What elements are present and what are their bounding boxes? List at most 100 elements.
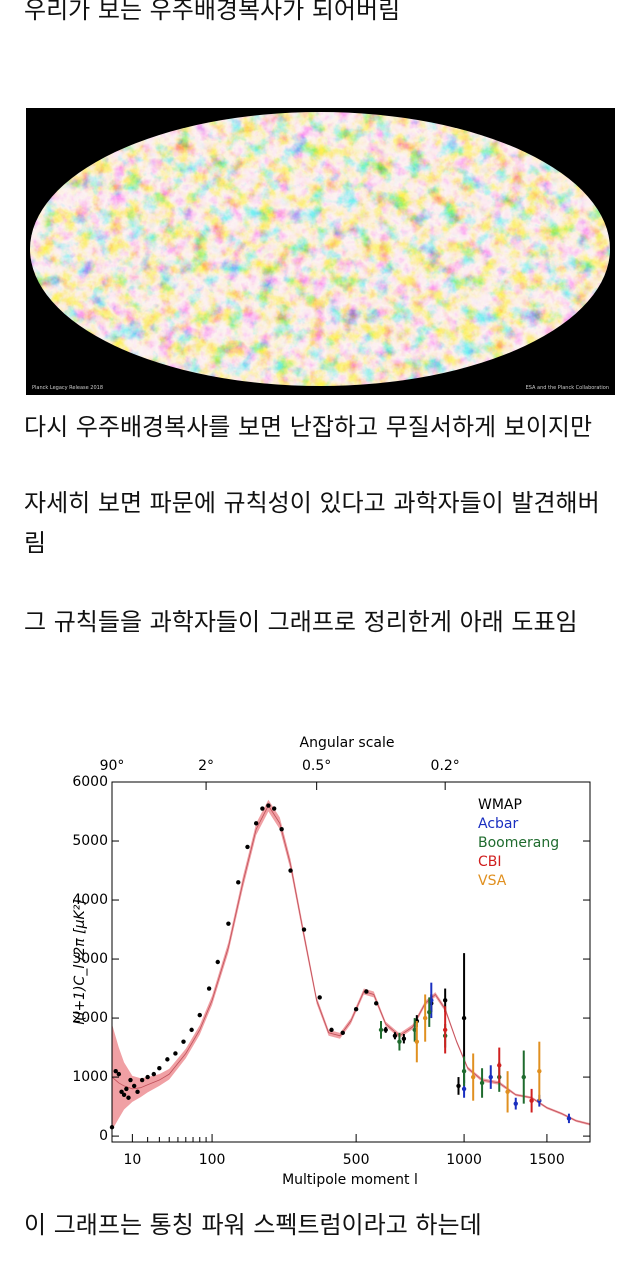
point — [253, 821, 259, 826]
paragraph: 그 규칙들을 과학자들이 그래프로 정리한게 아래 도표임 — [24, 608, 578, 636]
point — [119, 1089, 124, 1095]
point — [353, 1007, 359, 1012]
point — [329, 1027, 334, 1033]
paragraph: 우리가 보는 우주배경복사가 되어버림 — [24, 0, 401, 24]
point — [488, 1074, 493, 1080]
paragraph: 자세히 보면 파문에 규칙성이 있다고 과학자들이 발견해버림 — [24, 489, 600, 557]
point — [456, 1083, 461, 1089]
point — [461, 1015, 467, 1021]
point — [279, 827, 284, 832]
point — [479, 1080, 485, 1086]
top-axis-label: Angular scale — [300, 735, 395, 751]
y-tick-label: 6000 — [72, 774, 108, 790]
point — [537, 1068, 542, 1074]
point — [374, 1001, 379, 1006]
point — [131, 1083, 137, 1089]
y-tick-label: 0 — [99, 1128, 108, 1144]
point — [266, 803, 271, 808]
model-line — [111, 804, 591, 1125]
point — [236, 880, 241, 885]
point — [364, 989, 369, 994]
point — [414, 1039, 420, 1044]
top-tick-label: 90° — [100, 758, 125, 774]
caption: ESA and the Planck Collaboration — [526, 385, 609, 391]
point — [271, 806, 277, 811]
legend-entry: Boomerang — [478, 835, 559, 851]
point — [135, 1089, 140, 1095]
point — [317, 995, 322, 1000]
point — [497, 1063, 502, 1068]
y-tick-label: 4000 — [72, 892, 108, 908]
point — [157, 1066, 162, 1071]
point — [505, 1089, 510, 1095]
point — [529, 1098, 534, 1103]
point — [392, 1033, 398, 1038]
cmb-image: Planck Legacy Release 2018 ESA and the P… — [26, 108, 615, 395]
point — [442, 1027, 448, 1033]
legend-entry: WMAP — [478, 797, 522, 813]
point — [412, 1027, 417, 1033]
point — [288, 868, 293, 873]
x-tick-label: 10 — [123, 1152, 141, 1168]
point — [145, 1074, 150, 1080]
top-tick-label: 0.2° — [431, 758, 460, 774]
point — [181, 1039, 186, 1044]
y-tick-label: 2000 — [72, 1010, 108, 1026]
point — [521, 1074, 526, 1080]
x-tick-label: 1000 — [446, 1152, 482, 1168]
point — [197, 1012, 202, 1018]
point — [116, 1071, 122, 1077]
point — [189, 1027, 194, 1033]
legend-entry: VSA — [478, 873, 507, 889]
point — [301, 927, 307, 932]
sky-map — [30, 112, 610, 386]
x-tick-label: 1500 — [529, 1152, 565, 1168]
point — [139, 1077, 145, 1083]
point — [173, 1051, 178, 1056]
point — [226, 921, 231, 926]
point — [383, 1027, 388, 1033]
point — [427, 1009, 432, 1015]
point — [414, 1018, 420, 1024]
y-axis-label: l(l+1)C_l /2π [μK²] — [72, 899, 88, 1025]
point — [422, 1015, 428, 1021]
chart: Angular scale Multipole moment l l(l+1)C… — [72, 735, 591, 1188]
legend-entry: CBI — [478, 854, 502, 870]
point — [566, 1116, 572, 1121]
y-tick-label: 3000 — [72, 951, 108, 967]
y-tick-label: 5000 — [72, 833, 108, 849]
point — [470, 1074, 476, 1080]
point — [397, 1039, 402, 1044]
point — [206, 986, 212, 991]
point — [378, 1027, 384, 1033]
point — [109, 1125, 115, 1130]
point — [126, 1095, 131, 1100]
point — [260, 806, 265, 811]
point — [165, 1057, 170, 1062]
point — [245, 844, 250, 850]
point — [151, 1071, 156, 1077]
legend-entry: Acbar — [478, 816, 518, 832]
point — [124, 1086, 129, 1092]
point — [401, 1036, 407, 1041]
point — [513, 1101, 518, 1106]
top-tick-label: 0.5° — [302, 758, 331, 774]
paragraph: 이 그래프는 통칭 파워 스펙트럼이라고 하는데 — [24, 1211, 482, 1239]
x-tick-label: 500 — [343, 1152, 370, 1168]
y-tick-label: 1000 — [72, 1069, 108, 1085]
caption: Planck Legacy Release 2018 — [32, 385, 103, 391]
point — [461, 1068, 467, 1074]
point — [215, 959, 220, 965]
plot-frame — [111, 781, 591, 1143]
x-tick-label: 100 — [199, 1152, 226, 1168]
point — [113, 1068, 118, 1074]
top-tick-label: 2° — [198, 758, 214, 774]
point — [461, 1086, 467, 1092]
point — [128, 1077, 133, 1083]
point — [442, 998, 448, 1003]
x-axis-label: Multipole moment l — [282, 1172, 418, 1188]
point — [121, 1092, 127, 1097]
point — [340, 1030, 345, 1036]
paragraph: 다시 우주배경복사를 보면 난잡하고 무질서하게 보이지만 — [24, 413, 593, 441]
